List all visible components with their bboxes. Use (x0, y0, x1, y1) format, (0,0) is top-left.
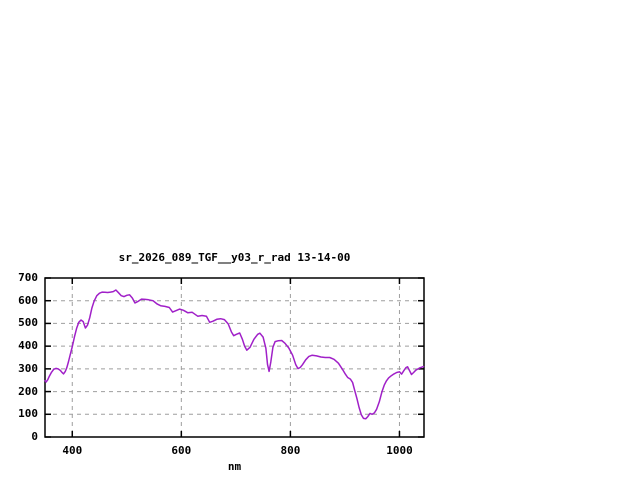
y-axis-tick-label: 200 (18, 384, 38, 398)
y-axis-tick-label: 700 (18, 271, 38, 284)
spectrum-line (44, 289, 425, 420)
plot-frame (44, 277, 425, 438)
x-axis-tick-label: 600 (171, 444, 192, 457)
y-axis-tick-label: 400 (18, 339, 38, 353)
x-axis-tick-label: 800 (280, 444, 301, 457)
y-axis-tick-label: 0 (31, 430, 38, 443)
chart-title: sr_2026_089_TGF__y03_r_rad 13-14-00 (118, 251, 351, 264)
y-axis-tick-label: 500 (18, 316, 38, 330)
x-axis-tick-label: 1000 (386, 444, 413, 457)
x-axis-unit-label: nm (227, 460, 242, 473)
x-axis-tick-label: 400 (62, 444, 83, 457)
y-axis-tick-label: 100 (18, 407, 38, 421)
y-axis-tick-label: 300 (18, 361, 38, 375)
y-axis-tick-label: 600 (18, 293, 38, 307)
